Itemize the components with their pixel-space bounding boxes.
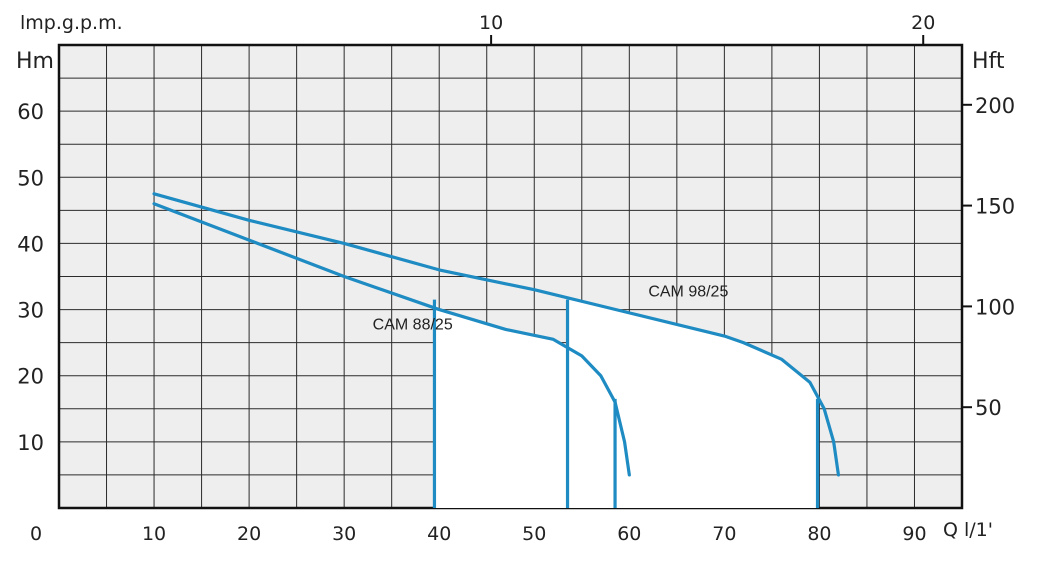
y-left-tick-label: 20 <box>17 365 44 389</box>
curve-layer: CAM 88/25 CAM 98/25 <box>152 192 841 508</box>
y-right-tick-label: 150 <box>975 195 1015 219</box>
y-left-tick-label: 40 <box>17 232 44 256</box>
x-tick-label: 20 <box>237 523 261 545</box>
y-left-tick-label: 50 <box>17 166 44 190</box>
x-tick-label: 70 <box>712 523 736 545</box>
series-label-cam-98-25: CAM 98/25 <box>648 283 728 300</box>
x-tick-label: 50 <box>522 523 546 545</box>
operating-range-fill <box>434 299 818 508</box>
y-left-axis-label: Hm <box>16 49 54 74</box>
series-curve-cam-98-25 <box>152 192 841 477</box>
y-right-tick-label: 200 <box>975 94 1015 118</box>
x-tick-label: 10 <box>142 523 166 545</box>
series-label-cam-88-25: CAM 88/25 <box>373 316 453 333</box>
operating-range-area <box>434 299 818 508</box>
tick-layer: 0 10 20 30 40 50 60 70 80 90 10 20 30 40 50 60 50 100 150 2… <box>17 12 1015 545</box>
y-left-tick-label: 10 <box>17 431 44 455</box>
x-tick-label: 60 <box>617 523 641 545</box>
top-tick-label: 10 <box>479 12 503 34</box>
y-right-axis-label: Hft <box>972 49 1005 74</box>
x-axis-label: Q l/1' <box>943 519 993 541</box>
y-left-tick-label: 30 <box>17 299 44 323</box>
y-right-tick-label: 50 <box>975 396 1002 420</box>
top-axis-label: lmp.g.p.m. <box>20 12 123 34</box>
x-tick-label: 80 <box>807 523 831 545</box>
x-tick-label: 90 <box>902 523 926 545</box>
x-tick-label: 40 <box>427 523 451 545</box>
y-left-tick-label: 60 <box>17 100 44 124</box>
x-tick-label: 30 <box>332 523 356 545</box>
x-tick-label: 0 <box>30 523 42 545</box>
top-tick-label: 20 <box>911 12 935 34</box>
y-right-tick-label: 100 <box>975 295 1015 319</box>
series-curve-cam-88-25 <box>152 202 631 477</box>
